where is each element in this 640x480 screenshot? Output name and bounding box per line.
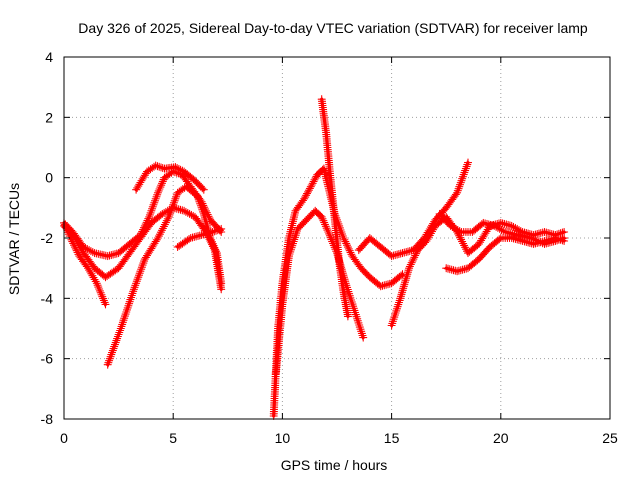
- data-series: [59, 95, 569, 421]
- x-tick-label: 15: [384, 430, 400, 446]
- series-line-track-m: [438, 212, 566, 246]
- x-tick-label: 10: [275, 430, 291, 446]
- tick-marks: [63, 56, 611, 420]
- y-tick-label: -8: [41, 411, 54, 427]
- x-axis-label: GPS time / hours: [281, 457, 388, 473]
- y-tick-label: 0: [45, 170, 53, 186]
- series-line-track-g: [272, 167, 405, 418]
- x-tick-label: 25: [602, 430, 618, 446]
- series-track-j: [354, 158, 473, 261]
- y-tick-label: -2: [41, 230, 54, 246]
- series-track-h: [271, 206, 368, 378]
- x-tick-label: 5: [169, 430, 177, 446]
- y-axis-label: SDTVAR / TECUs: [6, 183, 22, 295]
- y-tick-label: -4: [41, 290, 54, 306]
- series-line-track-k: [390, 215, 566, 328]
- y-tick-label: 2: [45, 109, 53, 125]
- series-track-g: [269, 164, 407, 421]
- series-line-track-e: [134, 164, 206, 192]
- x-tick-label: 0: [60, 430, 68, 446]
- series-line-track-b: [62, 206, 223, 291]
- series-line-track-j: [357, 161, 470, 258]
- y-tick-label: -6: [41, 351, 54, 367]
- series-line-track-f: [176, 227, 223, 249]
- x-tick-label: 20: [493, 430, 509, 446]
- series-line-track-i: [320, 97, 350, 318]
- series-line-track-c: [62, 221, 108, 306]
- series-line-track-h: [274, 209, 365, 376]
- y-tick-label: 4: [45, 49, 53, 65]
- chart-title: Day 326 of 2025, Sidereal Day-to-day VTE…: [78, 20, 588, 36]
- series-line-track-d: [106, 185, 223, 367]
